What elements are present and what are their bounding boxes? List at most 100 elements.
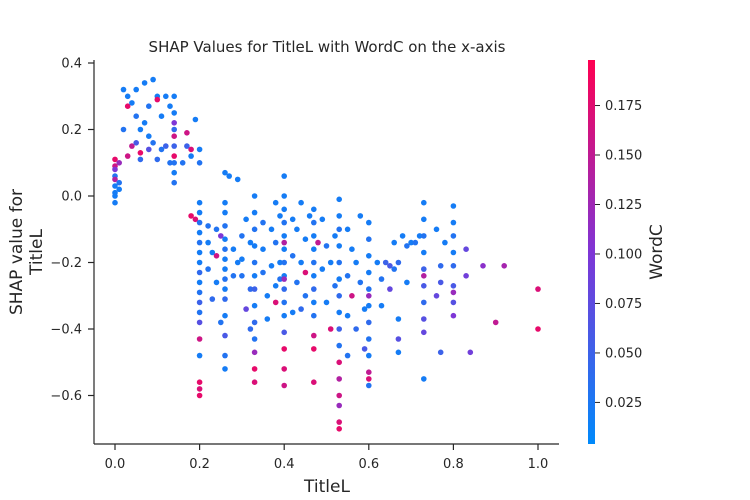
- data-point: [192, 116, 199, 123]
- data-point: [412, 239, 419, 246]
- data-point: [315, 239, 321, 246]
- data-point: [112, 156, 118, 163]
- data-point: [433, 226, 440, 233]
- data-point: [311, 246, 317, 252]
- data-point: [366, 219, 372, 226]
- data-point: [311, 286, 317, 292]
- data-point: [492, 319, 499, 326]
- data-point: [311, 273, 317, 279]
- data-point: [463, 246, 469, 252]
- data-point: [366, 376, 372, 382]
- data-point: [205, 266, 211, 272]
- data-point: [336, 226, 343, 233]
- colorbar-tick-label: 0.125: [605, 198, 642, 213]
- data-point: [336, 213, 343, 219]
- data-point: [336, 376, 343, 382]
- data-point: [272, 199, 279, 206]
- colorbar-label: WordC: [647, 224, 667, 280]
- data-point: [395, 336, 402, 342]
- data-point: [450, 233, 457, 239]
- data-point: [116, 186, 122, 193]
- data-point: [437, 263, 444, 269]
- data-point: [251, 336, 258, 342]
- data-point: [163, 93, 169, 100]
- data-point: [289, 253, 296, 259]
- data-point: [311, 379, 317, 386]
- data-point: [395, 316, 402, 322]
- data-point: [366, 319, 372, 326]
- data-point: [243, 306, 249, 312]
- data-point: [302, 293, 309, 299]
- data-point: [260, 246, 266, 252]
- data-point: [188, 213, 194, 219]
- data-point: [361, 306, 368, 312]
- data-point: [222, 286, 228, 292]
- data-point: [124, 93, 131, 100]
- data-point: [336, 259, 343, 266]
- data-point: [222, 266, 228, 272]
- data-point: [327, 326, 334, 332]
- data-point: [421, 249, 427, 256]
- data-point: [366, 236, 372, 242]
- data-point: [306, 213, 313, 219]
- data-point: [281, 259, 288, 266]
- data-point: [120, 86, 127, 93]
- data-point: [277, 259, 283, 266]
- data-point: [332, 233, 338, 239]
- data-point: [116, 179, 122, 186]
- data-point: [404, 279, 410, 286]
- data-point: [171, 160, 177, 166]
- data-point: [416, 233, 423, 239]
- data-point: [192, 216, 199, 223]
- data-point: [450, 263, 457, 269]
- data-point: [129, 100, 135, 106]
- data-point: [222, 209, 228, 216]
- data-point: [205, 223, 211, 229]
- data-point: [154, 156, 161, 163]
- x-tick-label: 0.6: [358, 457, 379, 472]
- x-tick-label: 0.8: [443, 457, 464, 472]
- data-point: [311, 332, 317, 339]
- x-tick-label: 0.2: [189, 457, 210, 472]
- data-point: [421, 199, 427, 206]
- data-point: [163, 143, 169, 149]
- data-point: [196, 146, 203, 153]
- data-point: [196, 319, 203, 326]
- colorbar-tick-label: 0.025: [605, 396, 642, 411]
- data-point: [230, 273, 237, 279]
- data-point: [264, 316, 271, 322]
- data-point: [247, 326, 254, 332]
- data-point: [196, 239, 203, 246]
- data-point: [124, 103, 131, 109]
- data-point: [150, 140, 156, 146]
- data-point: [247, 286, 254, 292]
- data-point: [222, 169, 228, 176]
- data-point: [480, 263, 486, 269]
- data-point: [171, 120, 177, 126]
- data-point: [302, 236, 309, 242]
- y-tick-label: −0.6: [50, 389, 82, 404]
- data-point: [239, 256, 245, 263]
- data-point: [336, 419, 343, 425]
- data-point: [298, 259, 304, 266]
- data-point: [366, 269, 372, 276]
- data-point: [349, 293, 355, 299]
- data-point: [150, 76, 156, 83]
- data-point: [421, 316, 427, 322]
- data-point: [336, 309, 343, 316]
- data-point: [357, 213, 364, 219]
- data-point: [281, 382, 288, 389]
- data-point: [289, 216, 296, 223]
- data-point: [171, 153, 177, 159]
- data-point: [196, 259, 203, 266]
- data-point: [395, 349, 402, 356]
- data-point: [171, 143, 177, 149]
- data-point: [361, 346, 368, 352]
- data-point: [281, 299, 288, 306]
- data-point: [277, 213, 283, 219]
- data-point: [196, 199, 203, 206]
- x-tick-label: 0.4: [274, 457, 295, 472]
- data-point: [336, 196, 343, 203]
- data-point: [450, 312, 457, 319]
- data-point: [264, 293, 271, 299]
